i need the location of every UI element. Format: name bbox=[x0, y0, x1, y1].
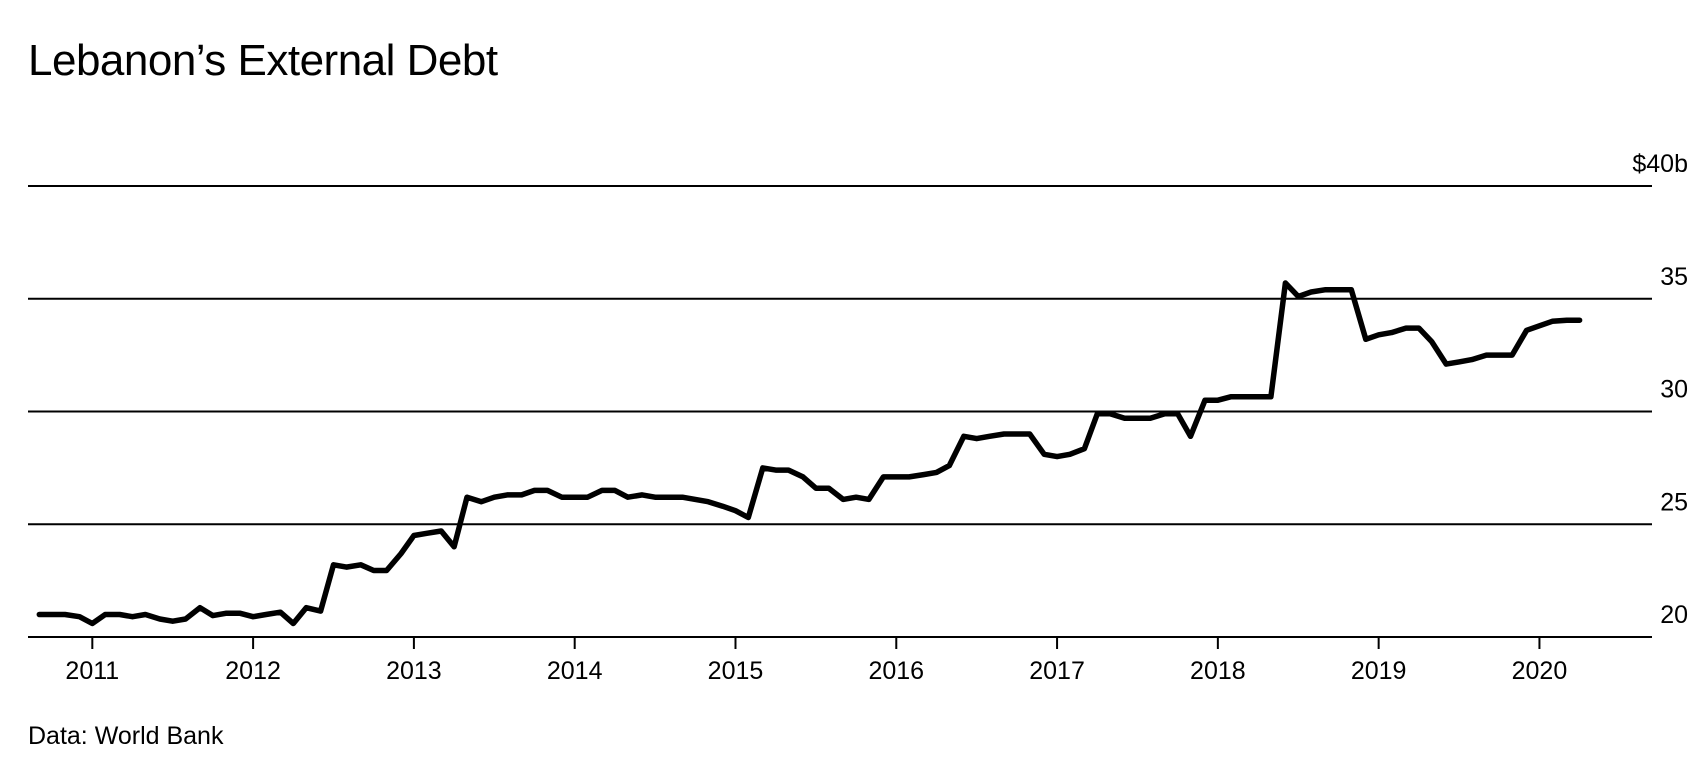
y-axis-labels: 20 25 30 35 $40b bbox=[1632, 150, 1688, 629]
x-tick-label: 2014 bbox=[547, 657, 603, 685]
x-tick-label: 2011 bbox=[65, 657, 119, 685]
y-gridlines bbox=[28, 185, 1652, 638]
y-tick-label: 25 bbox=[1660, 488, 1688, 516]
chart-title: Lebanon’s External Debt bbox=[28, 36, 498, 85]
x-tick-label: 2016 bbox=[868, 657, 924, 685]
x-tick-label: 2020 bbox=[1512, 657, 1568, 685]
x-axis: 2011 2012 2013 2014 2015 2016 2017 2018 2019 2020 bbox=[65, 637, 1567, 685]
y-tick-label: 30 bbox=[1660, 376, 1688, 404]
x-tick-label: 2018 bbox=[1190, 657, 1246, 685]
x-tick-label: 2013 bbox=[386, 657, 442, 685]
y-tick-label: 35 bbox=[1660, 263, 1688, 291]
source-note: Data: World Bank bbox=[28, 722, 224, 750]
series-line bbox=[36, 280, 1583, 627]
x-tick-label: 2019 bbox=[1351, 657, 1407, 685]
x-tick-label: 2012 bbox=[225, 657, 281, 685]
x-tick-label: 2017 bbox=[1029, 657, 1085, 685]
series-layer bbox=[36, 280, 1583, 627]
y-tick-label: 20 bbox=[1660, 601, 1688, 629]
y-tick-label: $40b bbox=[1632, 150, 1688, 178]
x-tick-label: 2015 bbox=[708, 657, 764, 685]
